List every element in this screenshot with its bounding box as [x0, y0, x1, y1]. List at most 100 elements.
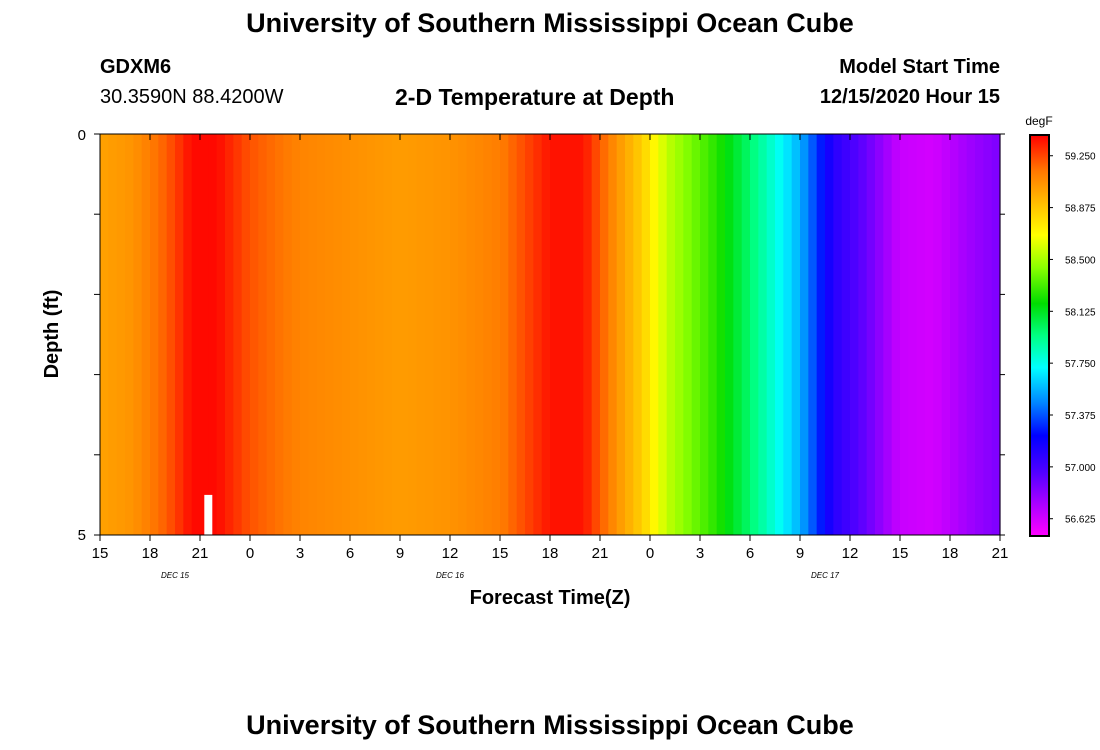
heatmap-cell: [408, 134, 418, 535]
heatmap-cell: [608, 134, 618, 535]
data-marker: [204, 494, 213, 535]
heatmap-cell: [883, 134, 893, 535]
x-tick-label: 12: [842, 545, 859, 562]
heatmap-cell: [475, 134, 484, 535]
heatmap-cell: [358, 134, 368, 535]
x-tick-label: 18: [542, 545, 559, 562]
x-tick-label: 18: [942, 545, 959, 562]
x-tick-label: 3: [296, 545, 304, 562]
heatmap-cell: [558, 134, 568, 535]
heatmap-cell: [583, 134, 593, 535]
colorbar-tick-label: 58.875: [1065, 204, 1096, 215]
heatmap-cell: [941, 134, 951, 535]
heatmap-cell: [691, 134, 701, 535]
heatmap-cell: [100, 134, 109, 535]
colorbar-ticks: 59.250 58.875 58.500 58.125 57.750 57.375 57.0…: [1049, 152, 1096, 526]
heatmap-layer: [100, 134, 1001, 535]
y-axis-ticks: [94, 133, 1005, 536]
heatmap-cell: [775, 134, 784, 535]
heatmap-cell: [566, 134, 576, 535]
x-tick-label: 15: [92, 545, 109, 562]
colorbar: [1029, 134, 1050, 537]
heatmap-cell: [666, 134, 676, 535]
heatmap-cell: [325, 134, 334, 535]
heatmap-cell: [541, 134, 551, 535]
heatmap-cell: [233, 134, 243, 535]
heatmap-cell: [125, 134, 134, 535]
heatmap-cell: [175, 134, 184, 535]
heatmap-cell: [150, 134, 159, 535]
heatmap-cell: [808, 134, 818, 535]
heatmap-cell: [350, 134, 359, 535]
date-label: DEC 16: [436, 571, 465, 580]
colorbar-tick-label: 58.125: [1065, 307, 1096, 318]
page-title: University of Southern Mississippi Ocean…: [246, 8, 854, 38]
x-axis-title: Forecast Time(Z): [470, 587, 631, 609]
heatmap-cell: [891, 134, 901, 535]
colorbar-tick-label: 57.750: [1065, 359, 1096, 370]
x-tick-label: 15: [492, 545, 509, 562]
y-axis-title: Depth (ft): [41, 290, 63, 379]
heatmap-cell: [375, 134, 384, 535]
y-tick-label-0: 0: [78, 127, 86, 144]
station-id: GDXM6: [100, 56, 172, 78]
x-tick-label: 0: [646, 545, 654, 562]
x-axis-ticks: 15 18 21 0 3 6 9 12 15 18 21 0 3 6 9 12 15 18 21: [92, 134, 1008, 562]
heatmap-cell: [141, 134, 151, 535]
heatmap-cell: [483, 134, 493, 535]
heatmap-cell: [741, 134, 751, 535]
heatmap-cell: [191, 134, 201, 535]
heatmap-cell: [158, 134, 168, 535]
heatmap-cell: [708, 134, 718, 535]
heatmap-cell: [550, 134, 559, 535]
heatmap-cell: [108, 134, 118, 535]
x-tick-label: 9: [796, 545, 804, 562]
heatmap-cell: [591, 134, 601, 535]
heatmap-cell: [225, 134, 234, 535]
x-tick-label: 12: [442, 545, 459, 562]
heatmap-cell: [850, 134, 859, 535]
heatmap-cell: [733, 134, 743, 535]
heatmap-cell: [933, 134, 943, 535]
heatmap-cell: [458, 134, 468, 535]
heatmap-cell: [433, 134, 443, 535]
heatmap-cell: [816, 134, 826, 535]
heatmap-cell: [283, 134, 293, 535]
heatmap-cell: [725, 134, 734, 535]
heatmap-cell: [366, 134, 376, 535]
heatmap-cell: [950, 134, 959, 535]
heatmap-cell: [258, 134, 268, 535]
heatmap-cell: [183, 134, 193, 535]
heatmap-cell: [416, 134, 426, 535]
heatmap-cell: [758, 134, 768, 535]
colorbar-tick-label: 57.000: [1065, 463, 1096, 474]
heatmap-cell: [500, 134, 509, 535]
heatmap-cell: [208, 134, 218, 535]
date-label: DEC 15: [161, 571, 190, 580]
heatmap-cell: [308, 134, 318, 535]
date-labels: DEC 15 DEC 16 DEC 17: [161, 571, 840, 580]
station-coords: 30.3590N 88.4200W: [100, 86, 284, 108]
heatmap-cell: [633, 134, 643, 535]
heatmap-cell: [766, 134, 776, 535]
heatmap-cell: [675, 134, 684, 535]
heatmap-cell: [958, 134, 968, 535]
heatmap-cell: [975, 134, 984, 535]
plot-title: 2-D Temperature at Depth: [395, 84, 675, 110]
heatmap-cell: [900, 134, 909, 535]
heatmap-cell: [683, 134, 693, 535]
heatmap-cell: [341, 134, 351, 535]
heatmap-cell: [466, 134, 476, 535]
heatmap-cell: [716, 134, 726, 535]
heatmap-cell: [616, 134, 626, 535]
footer-title: University of Southern Mississippi Ocean…: [246, 710, 854, 740]
x-tick-label: 9: [396, 545, 404, 562]
heatmap-cell: [908, 134, 918, 535]
heatmap-cell: [441, 134, 451, 535]
x-tick-label: 6: [346, 545, 354, 562]
heatmap-cell: [991, 134, 1001, 535]
x-tick-label: 3: [696, 545, 704, 562]
heatmap-cell: [241, 134, 251, 535]
heatmap-cell: [841, 134, 851, 535]
